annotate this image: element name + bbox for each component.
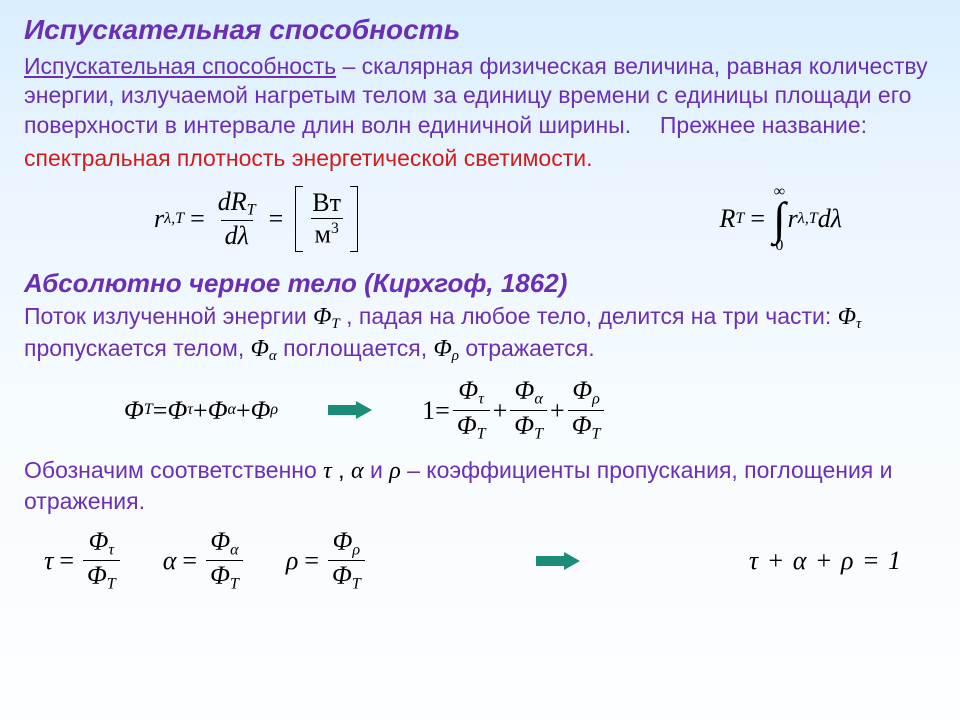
flux-rho-text: отражается. <box>465 335 594 361</box>
arrow-icon <box>328 401 372 419</box>
definition: Испускательная способность – скалярная ф… <box>24 52 932 140</box>
title: Испускательная способность <box>24 12 932 48</box>
equation-row-2: ΦT = Φτ + Φα + Φρ 1 = ΦτΦT + ΦαΦT + ΦρΦT <box>24 374 932 446</box>
eq-flux-sum: ΦT = Φτ + Φα + Φρ <box>124 394 278 427</box>
flux-a-text: поглощается, <box>283 335 433 361</box>
eq-tau: τ = ΦτΦT <box>44 529 123 593</box>
h2-blackbody: Абсолютно черное тело (Кирхгоф, 1862) <box>24 267 932 300</box>
eq1-unit-num: Вт <box>308 190 345 218</box>
def-term: Испускательная способность <box>24 53 336 79</box>
flux-intro-a: Поток излученной энергии <box>24 303 313 329</box>
flux-para: Поток излученной энергии ΦT , падая на л… <box>24 302 932 366</box>
flux-intro-b: , падая на любое тело, делится на три ча… <box>346 303 838 329</box>
arrow-icon <box>536 552 580 570</box>
equation-row-1: rλ,T = dRT dλ = Вт м3 RT = ∞ ∫ 0 rλ,T <box>24 186 932 253</box>
eq-final: τ + α + ρ = 1 <box>749 544 902 577</box>
eq1-lhs-sub: λ,T <box>164 209 184 230</box>
eq2-body-sub: λ,T <box>798 209 818 230</box>
prev-name-label: Прежнее название: <box>660 112 867 138</box>
eq1-units: Вт м3 <box>295 186 358 252</box>
equation-row-3: τ = ΦτΦT α = ΦαΦT ρ = ΦρΦT τ + α + ρ = 1 <box>24 525 932 593</box>
eq-alpha: α = ΦαΦT <box>163 529 246 593</box>
eq1-unit-den-sup: 3 <box>331 220 339 237</box>
eq2-lhs-sub: T <box>735 209 744 230</box>
eq-rho: ρ = ΦρΦT <box>286 529 368 593</box>
eq2-body: r <box>788 202 798 235</box>
eq2-tail: dλ <box>818 202 842 235</box>
eq1-num: dR <box>218 187 247 216</box>
notation-a: Обозначим соответственно <box>24 457 323 483</box>
eq1-num-sub: T <box>247 201 256 218</box>
eq1-unit-den: м <box>315 220 331 249</box>
eq1-lhs: r <box>154 202 164 235</box>
eq-flux-norm: 1 = ΦτΦT + ΦαΦT + ΦρΦT <box>422 378 607 442</box>
flux-tau-text: пропускается телом, <box>24 335 251 361</box>
eq2-lhs: R <box>720 202 736 235</box>
eq-integral: RT = ∞ ∫ 0 rλ,T dλ <box>720 186 843 253</box>
integral-icon: ∞ ∫ 0 <box>773 186 786 253</box>
eq1-den: dλ <box>225 221 249 250</box>
prev-name-value: спектральная плотность энергетической св… <box>24 144 932 173</box>
eq-emissivity: rλ,T = dRT dλ = Вт м3 <box>154 186 358 252</box>
notation-para: Обозначим соответственно τ , α и ρ – коэ… <box>24 456 932 516</box>
